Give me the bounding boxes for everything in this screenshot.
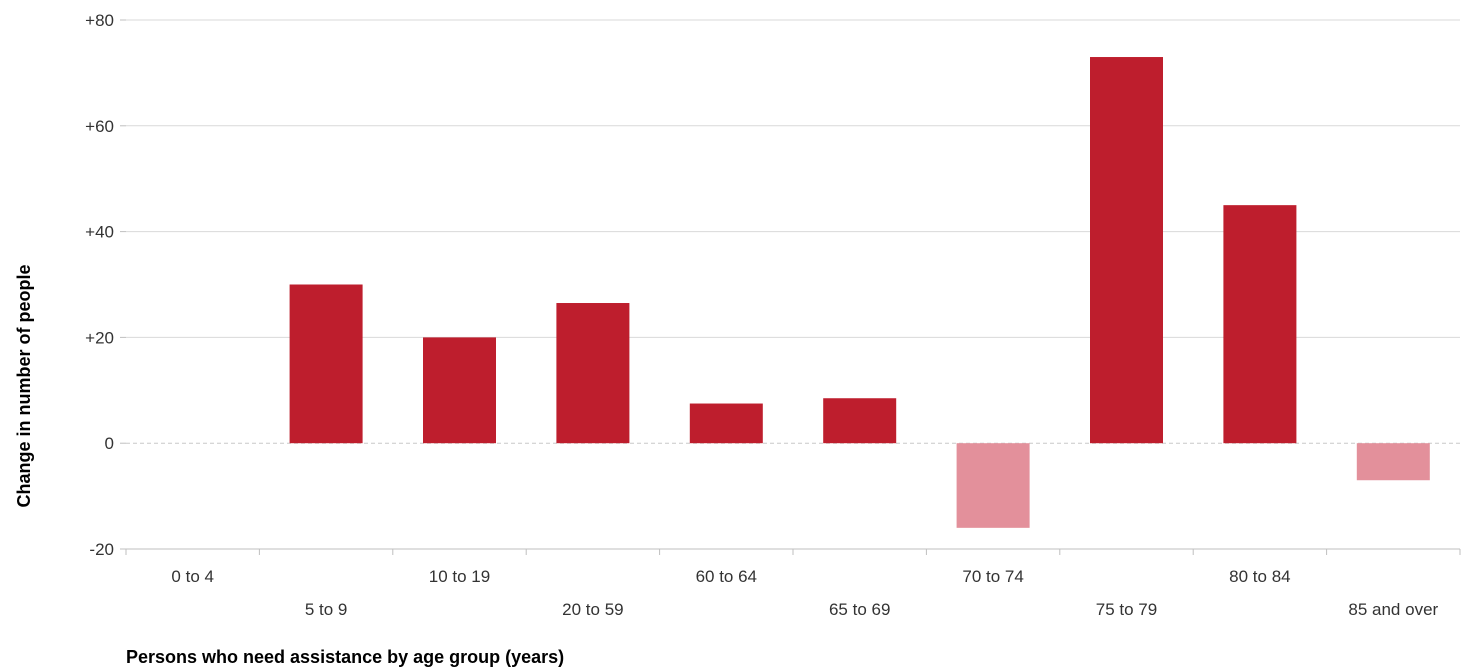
x-tick-label: 70 to 74	[962, 567, 1023, 586]
y-tick-label: +60	[85, 117, 114, 136]
bar	[956, 443, 1030, 528]
x-tick-label: 65 to 69	[829, 600, 890, 619]
bar	[423, 337, 496, 444]
x-tick-label: 85 and over	[1348, 600, 1438, 619]
bar	[1090, 57, 1163, 444]
y-tick-label: 0	[105, 434, 114, 453]
y-tick-label: +40	[85, 223, 114, 242]
bar	[556, 303, 630, 444]
y-tick-label: +20	[85, 328, 114, 347]
bar	[1223, 205, 1297, 444]
y-tick-label: -20	[89, 540, 114, 559]
bar	[289, 284, 363, 444]
y-axis-title: Change in number of people	[14, 264, 34, 507]
x-tick-label: 0 to 4	[171, 567, 214, 586]
y-axis-ticks: -20 0 +20 +40 +60 +80	[85, 11, 126, 559]
x-axis: 0 to 4 5 to 9 10 to 19 20 to 59 60 to 64 65 t…	[125, 548, 1461, 619]
x-tick-label: 60 to 64	[696, 567, 757, 586]
x-tick-label: 20 to 59	[562, 600, 623, 619]
bar	[823, 398, 897, 444]
bar	[1356, 443, 1430, 481]
bar	[689, 403, 763, 444]
bars	[289, 57, 1430, 528]
x-tick-label: 75 to 79	[1096, 600, 1157, 619]
x-tick-label: 80 to 84	[1229, 567, 1290, 586]
x-axis-title: Persons who need assistance by age group…	[126, 647, 564, 667]
x-tick-label: 10 to 19	[429, 567, 490, 586]
x-tick-label: 5 to 9	[305, 600, 348, 619]
y-tick-label: +80	[85, 11, 114, 30]
